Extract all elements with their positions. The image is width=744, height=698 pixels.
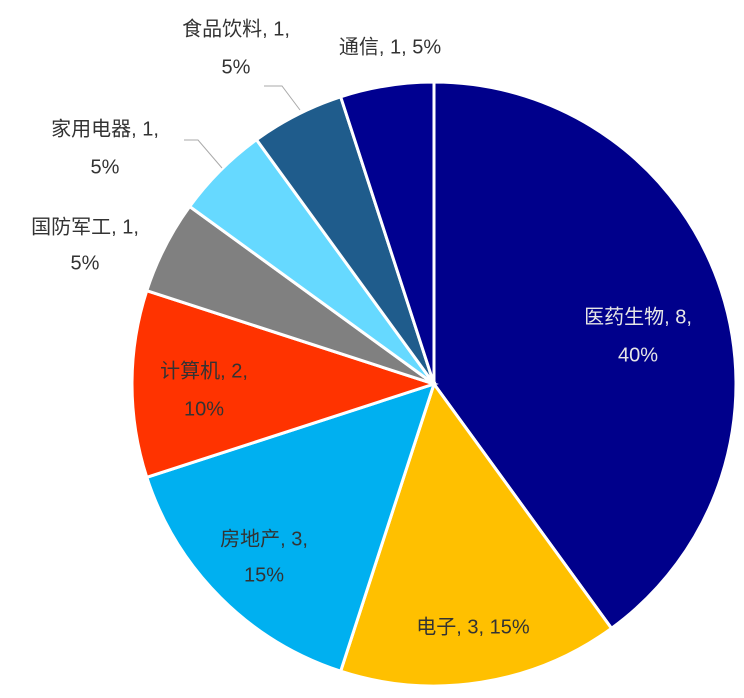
data-label: 食品饮料, 1, <box>182 17 290 40</box>
data-label: 计算机, 2, <box>160 359 248 382</box>
leader-line <box>264 85 301 111</box>
leader-line <box>184 139 223 169</box>
data-label: 10% <box>184 398 224 420</box>
data-label: 国防军工, 1, <box>31 215 139 238</box>
pie-slice <box>432 80 738 631</box>
data-label: 15% <box>244 564 284 586</box>
pie-slice <box>144 381 437 674</box>
data-label: 5% <box>91 156 120 178</box>
data-label: 5% <box>222 56 251 78</box>
data-label: 通信, 1, 5% <box>339 35 441 58</box>
data-label: 房地产, 3, <box>220 527 308 550</box>
data-label: 家用电器, 1, <box>51 117 159 140</box>
pie-slice <box>338 80 436 385</box>
pie-slice <box>130 288 439 480</box>
data-label: 5% <box>71 252 100 274</box>
data-label: 医药生物, 8, <box>584 305 692 328</box>
pie-slice <box>338 380 614 688</box>
data-label: 电子, 3, 15% <box>416 615 530 638</box>
data-label: 40% <box>618 344 658 366</box>
